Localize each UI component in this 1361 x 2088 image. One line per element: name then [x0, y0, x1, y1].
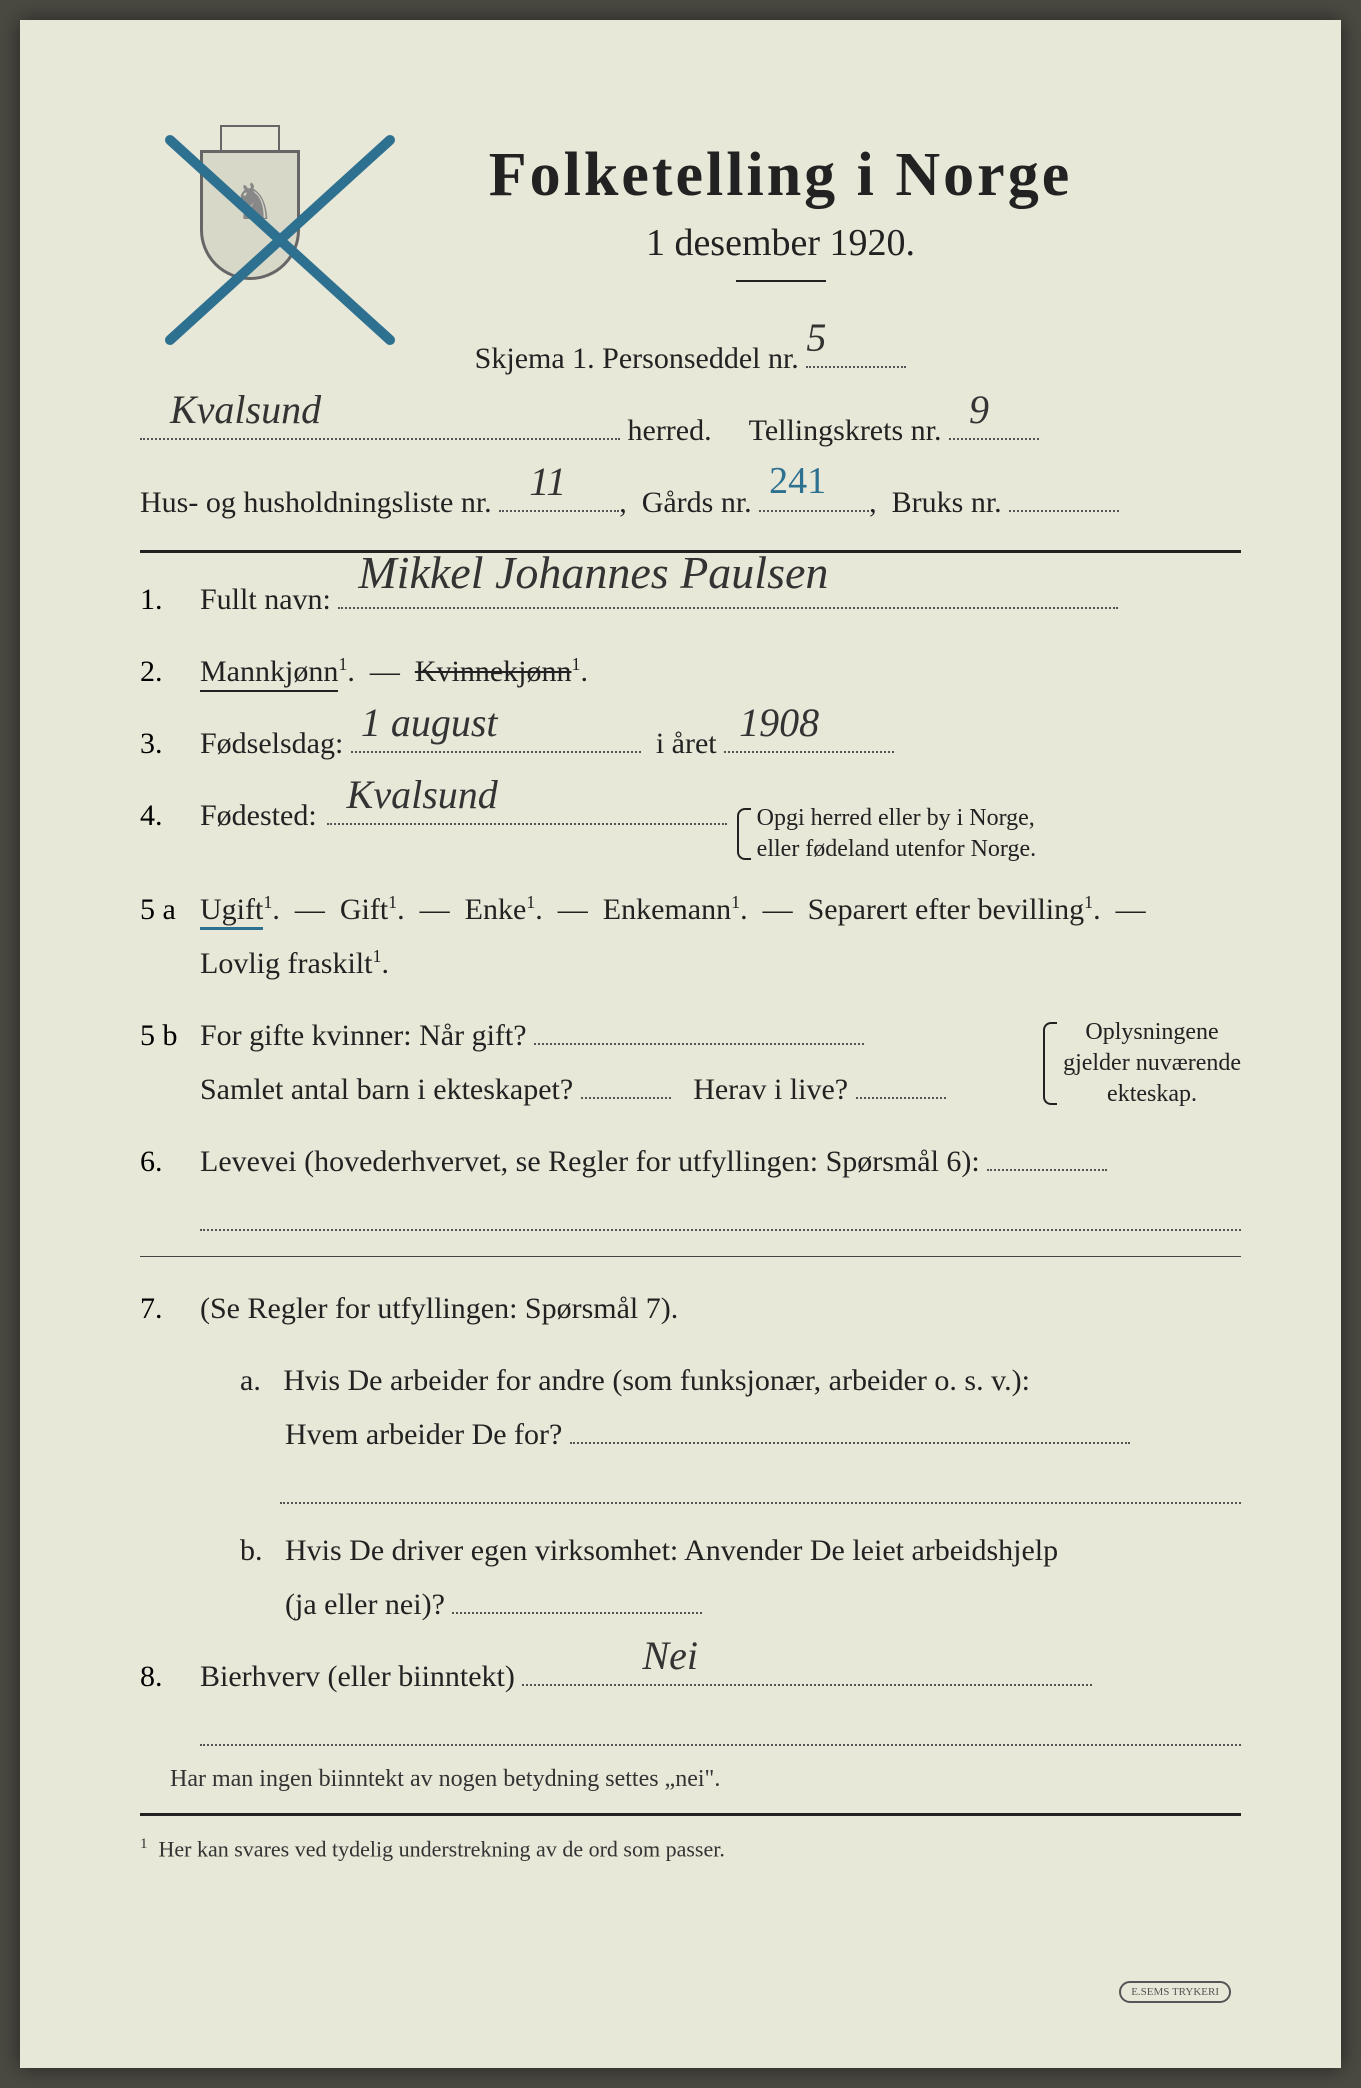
- subtitle: 1 desember 1920.: [320, 221, 1241, 265]
- q1-label: Fullt navn:: [200, 583, 331, 616]
- herred-value: Kvalsund: [170, 374, 321, 446]
- herred-line: Kvalsund herred. Tellingskrets nr. 9: [140, 404, 1241, 458]
- crown-icon: [220, 125, 280, 150]
- q5a-num: 5 a: [140, 893, 200, 927]
- footnote-text: Her kan svares ved tydelig understreknin…: [159, 1837, 725, 1862]
- q6-line2: [200, 1229, 1241, 1231]
- q5a-opt2: Gift: [340, 893, 388, 926]
- bottom-note: Har man ingen biinntekt av nogen betydni…: [170, 1766, 1241, 1793]
- q7a-line2: [280, 1502, 1241, 1504]
- lion-icon: ♞: [223, 173, 283, 263]
- q3-row: 3. Fødselsdag: 1 august i året 1908: [140, 717, 1241, 771]
- hus-nr: 11: [529, 446, 566, 518]
- divider-2: [140, 1256, 1241, 1257]
- q5b-n1: Oplysningene: [1085, 1019, 1218, 1045]
- q1-row: 1. Fullt navn: Mikkel Johannes Paulsen: [140, 573, 1241, 627]
- q5a-opt5: Separert efter bevilling: [808, 893, 1085, 926]
- q4-note: Opgi herred eller by i Norge, eller føde…: [737, 803, 1036, 865]
- q4-num: 4.: [140, 799, 200, 833]
- q7a1: Hvis De arbeider for andre (som funksjon…: [283, 1364, 1030, 1397]
- q7b-row: b. Hvis De driver egen virksomhet: Anven…: [240, 1524, 1241, 1632]
- shield-icon: ♞: [200, 150, 300, 280]
- main-title: Folketelling i Norge: [320, 140, 1241, 211]
- q3-year-label: i året: [656, 727, 717, 760]
- q4-note-2: eller fødeland utenfor Norge.: [757, 836, 1036, 862]
- q5b-n3: ekteskap.: [1107, 1081, 1197, 1107]
- divider-3: [140, 1813, 1241, 1816]
- q6-label: Levevei (hovederhvervet, se Regler for u…: [200, 1145, 980, 1178]
- census-form-page: ♞ Folketelling i Norge 1 desember 1920. …: [20, 20, 1341, 2068]
- footnote: 1 Her kan svares ved tydelig understrekn…: [140, 1836, 1241, 1862]
- gards-label: Gårds nr.: [642, 486, 752, 519]
- skjema-label: Skjema 1. Personseddel nr.: [475, 342, 799, 375]
- q2-row: 2. Mannkjønn1. — Kvinnekjønn1.: [140, 645, 1241, 699]
- title-rule: [736, 280, 826, 282]
- q3-label: Fødselsdag:: [200, 727, 343, 760]
- title-block: Folketelling i Norge 1 desember 1920.: [320, 140, 1241, 282]
- bruks-label: Bruks nr.: [892, 486, 1002, 519]
- q8-row: 8. Bierhverv (eller biinntekt) Nei: [140, 1650, 1241, 1704]
- q3-day: 1 august: [361, 687, 498, 759]
- q8-num: 8.: [140, 1660, 200, 1694]
- q4-row: 4. Fødested: Kvalsund Opgi herred eller …: [140, 789, 1241, 865]
- q2-opt2: Kvinnekjønn: [415, 655, 572, 688]
- tellingskrets-label: Tellingskrets nr.: [749, 414, 942, 447]
- q5a-opt3: Enke: [465, 893, 527, 926]
- hus-label: Hus- og husholdningsliste nr.: [140, 486, 492, 519]
- q5b-num: 5 b: [140, 1019, 200, 1053]
- q5b-l2b: Herav i live?: [693, 1073, 848, 1106]
- q5a-row: 5 a Ugift1. — Gift1. — Enke1. — Enkemann…: [140, 883, 1241, 991]
- q6-num: 6.: [140, 1145, 200, 1179]
- q3-year: 1908: [739, 687, 819, 759]
- tellingskrets-nr: 9: [969, 374, 989, 446]
- q5b-l2: Samlet antal barn i ekteskapet?: [200, 1073, 573, 1106]
- gards-nr: 241: [769, 447, 826, 515]
- q2-opt1: Mannkjønn: [200, 655, 338, 692]
- q4-note-1: Opgi herred eller by i Norge,: [757, 805, 1035, 831]
- q1-num: 1.: [140, 583, 200, 617]
- q7a-row: a. Hvis De arbeider for andre (som funks…: [240, 1354, 1241, 1462]
- coat-of-arms: ♞: [200, 150, 320, 310]
- q3-num: 3.: [140, 727, 200, 761]
- q8-label: Bierhverv (eller biinntekt): [200, 1660, 515, 1693]
- q4-value: Kvalsund: [347, 759, 498, 831]
- q1-value: Mikkel Johannes Paulsen: [358, 532, 828, 615]
- personseddel-nr: 5: [806, 302, 826, 374]
- q5a-opt1: Ugift: [200, 893, 263, 930]
- q8-value: Nei: [642, 1620, 698, 1692]
- q7-label: (Se Regler for utfyllingen: Spørsmål 7).: [200, 1292, 678, 1325]
- q7a2: Hvem arbeider De for?: [285, 1418, 562, 1451]
- q5a-opt6: Lovlig fraskilt: [200, 947, 372, 980]
- q7-row: 7. (Se Regler for utfyllingen: Spørsmål …: [140, 1282, 1241, 1336]
- q6-row: 6. Levevei (hovederhvervet, se Regler fo…: [140, 1135, 1241, 1189]
- q5b-row: 5 b For gifte kvinner: Når gift? Samlet …: [140, 1009, 1241, 1117]
- q2-num: 2.: [140, 655, 200, 689]
- printer-stamp: E.SEMS TRYKERI: [1119, 1981, 1231, 2003]
- q7-num: 7.: [140, 1292, 200, 1326]
- q5a-opt4: Enkemann: [603, 893, 731, 926]
- hus-line: Hus- og husholdningsliste nr. 11 , Gårds…: [140, 476, 1241, 530]
- q7b2: (ja eller nei)?: [285, 1588, 445, 1621]
- q8-line2: [200, 1744, 1241, 1746]
- q7b1: Hvis De driver egen virksomhet: Anvender…: [285, 1534, 1058, 1567]
- q5b-note: Oplysningene gjelder nuværende ekteskap.: [1043, 1017, 1241, 1111]
- q4-label: Fødested:: [200, 789, 317, 843]
- q5b-l1: For gifte kvinner: Når gift?: [200, 1019, 527, 1052]
- herred-label: herred.: [628, 414, 712, 447]
- q5b-n2: gjelder nuværende: [1063, 1050, 1241, 1076]
